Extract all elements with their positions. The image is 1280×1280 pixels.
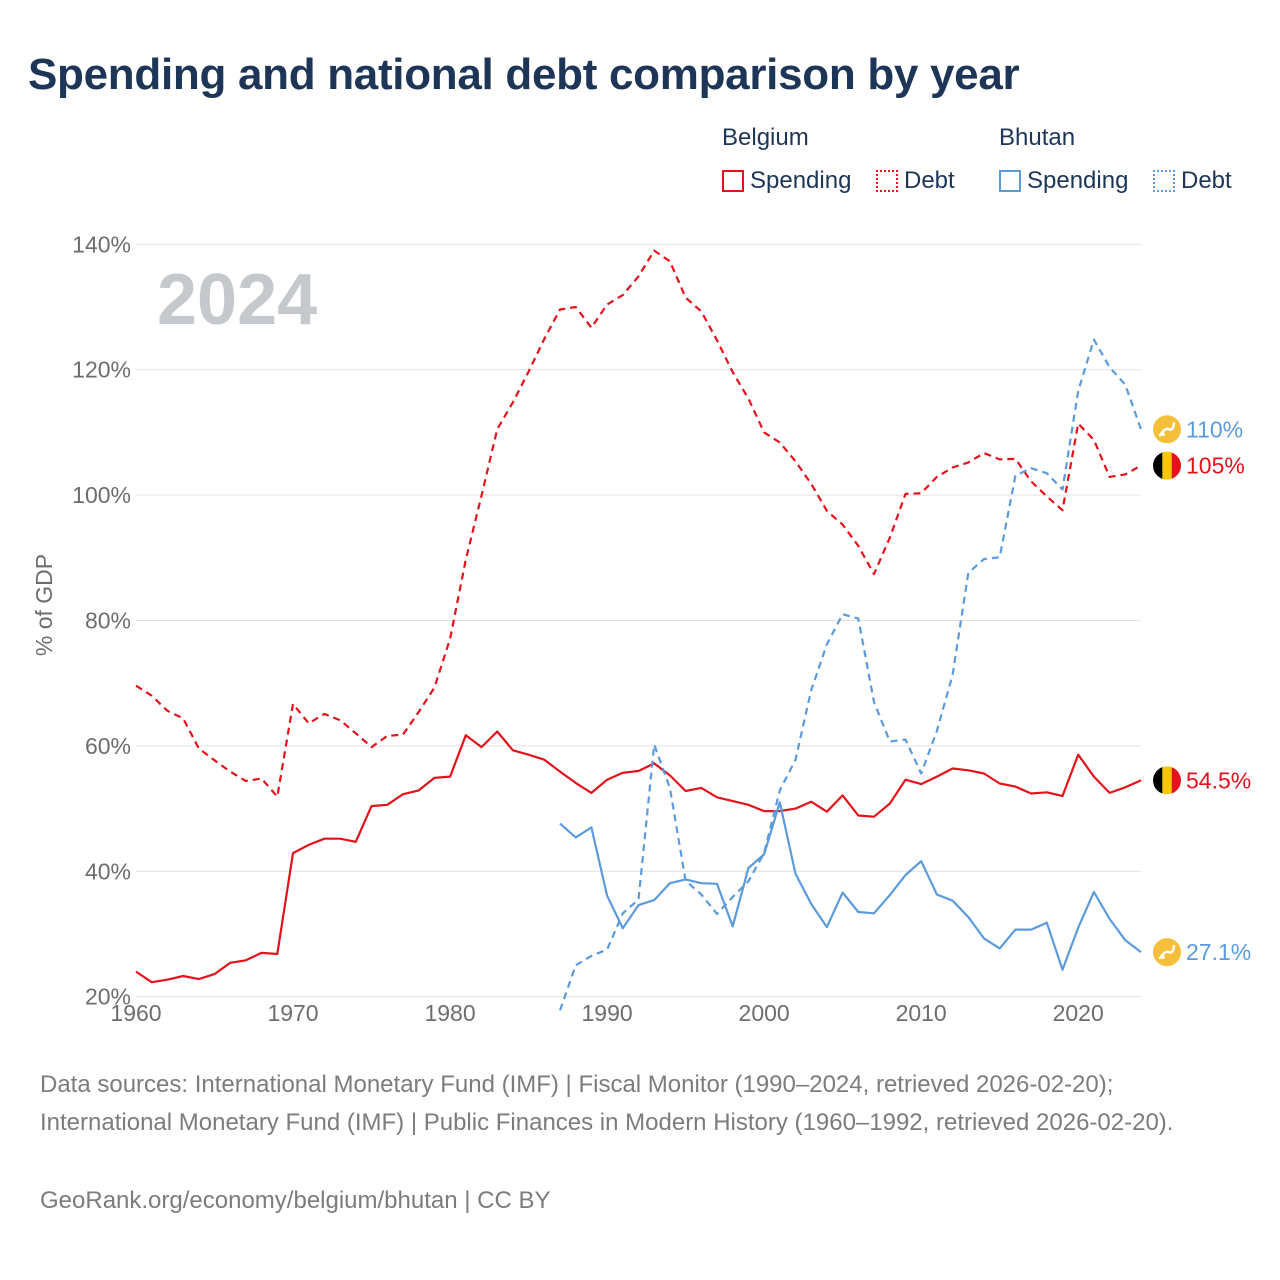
end-value-label: 110% (1186, 416, 1243, 442)
x-tick-label: 2020 (1053, 1000, 1104, 1026)
end-value-label: 27.1% (1186, 939, 1251, 965)
belgium-flag-icon (1153, 451, 1181, 480)
y-tick-label: 100% (72, 482, 131, 508)
end-value-label: 54.5% (1186, 767, 1251, 793)
x-tick-label: 1970 (267, 1000, 318, 1026)
x-tick-label: 1990 (582, 1000, 633, 1026)
bhutan-flag-icon (1153, 938, 1181, 967)
series-line-belgium-spending[interactable] (135, 730, 1142, 984)
legend-item-belgium-debt[interactable]: Debt (876, 166, 955, 196)
bhutan-flag-icon (1153, 415, 1181, 444)
y-tick-label: 120% (72, 357, 131, 383)
page-title: Spending and national debt comparison by… (28, 50, 1020, 99)
x-tick-label: 2010 (896, 1000, 947, 1026)
series-line-bhutan-debt[interactable] (558, 338, 1143, 1011)
legend-swatch-solid-icon (722, 170, 744, 192)
year-watermark: 2024 (157, 260, 317, 340)
legend-item-bhutan-spending[interactable]: Spending (999, 166, 1128, 196)
legend-label: Debt (1181, 167, 1232, 194)
legend-label: Spending (750, 167, 852, 194)
belgium-flag-icon (1153, 766, 1181, 795)
y-tick-label: 40% (85, 858, 131, 884)
legend-item-bhutan-debt[interactable]: Debt (1153, 166, 1232, 196)
source-link[interactable]: GeoRank.org/economy/belgium/bhutan | CC … (40, 1187, 551, 1214)
x-tick-label: 2000 (739, 1000, 790, 1026)
y-tick-label: 20% (85, 984, 131, 1010)
legend-label: Debt (904, 167, 955, 194)
legend-group-belgium: Belgium (722, 124, 809, 151)
legend-swatch-dotted-icon (876, 170, 898, 192)
x-tick-label: 1980 (424, 1000, 475, 1026)
line-chart: 2024 % of GDP 20% 40% 60% 80% 100% 120% 140% 1… (31, 231, 1251, 1026)
y-tick-label: 60% (85, 733, 131, 759)
end-value-label: 105% (1186, 453, 1245, 479)
series-line-bhutan-spending[interactable] (559, 801, 1142, 971)
legend-label: Spending (1027, 167, 1129, 194)
legend-swatch-solid-icon (999, 170, 1021, 192)
legend-swatch-dotted-icon (1153, 170, 1175, 192)
data-sources-note: Data sources: International Monetary Fun… (40, 1071, 1174, 1136)
y-tick-label: 80% (85, 608, 131, 634)
x-tick-label: 1960 (110, 1000, 161, 1026)
series-line-belgium-debt[interactable] (135, 249, 1142, 798)
legend-group-bhutan: Bhutan (999, 124, 1076, 151)
legend-item-belgium-spending[interactable]: Spending (722, 166, 851, 196)
y-tick-label: 140% (72, 231, 131, 257)
y-axis-title: % of GDP (31, 554, 57, 656)
